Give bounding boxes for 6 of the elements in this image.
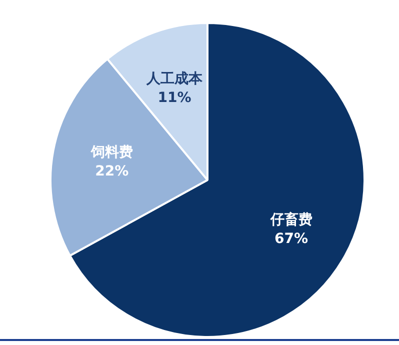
data-label: 67%	[274, 231, 308, 248]
slice-label: 人工成本	[146, 71, 204, 88]
slice-label: 仔畜费	[269, 211, 312, 228]
slice-label: 饲料费	[90, 144, 133, 160]
data-label: 22%	[95, 163, 129, 180]
data-label: 11%	[158, 90, 192, 106]
